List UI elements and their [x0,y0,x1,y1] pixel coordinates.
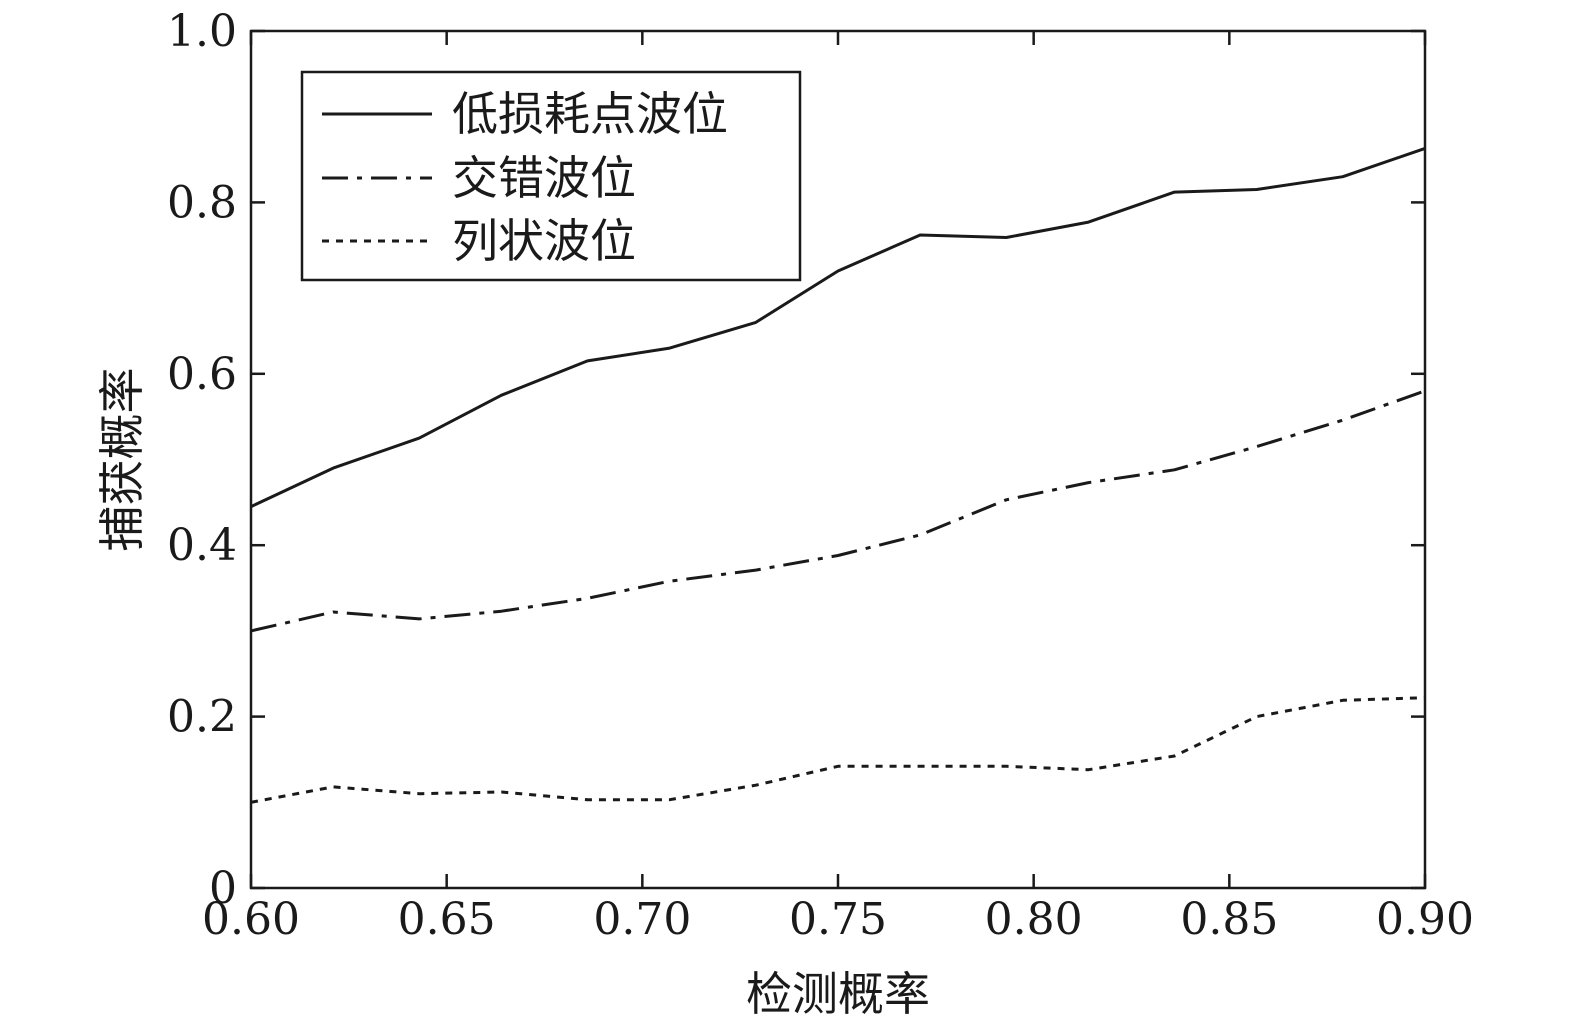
y-tick-label: 1.0 [167,6,237,57]
x-tick-label: 0.60 [202,894,300,945]
series-line-columnar [250,696,1426,804]
y-tick-label: 0 [209,863,237,914]
x-tick-label: 0.85 [1180,894,1278,945]
legend-label-staggered: 交错波位 [452,151,636,205]
y-tick-label: 0.2 [167,692,237,743]
x-tick-label: 0.90 [1376,894,1474,945]
series-line-low-loss [250,146,1426,508]
tick-layer: 0.60 0.65 0.70 0.75 0.80 0.85 0.90 0 0.2 0.4 0.6 0.… [167,6,1474,945]
x-axis-title: 检测概率 [746,967,930,1021]
x-tick-label: 0.70 [593,894,691,945]
legend-box [300,70,802,282]
y-tick-label: 0.8 [167,177,237,228]
series-line-staggered [250,389,1426,633]
y-axis-title: 捕获概率 [95,368,149,552]
legend: 低损耗点波位 交错波位 列状波位 [300,70,802,282]
y-tick-label: 0.6 [167,349,237,400]
x-tick-label: 0.80 [985,894,1083,945]
legend-label-columnar: 列状波位 [452,214,636,268]
y-tick-label: 0.4 [167,520,237,571]
x-tick-label: 0.65 [398,894,496,945]
legend-label-low-loss: 低损耗点波位 [452,87,728,141]
series-layer [250,146,1426,804]
x-tick-label: 0.75 [789,894,887,945]
